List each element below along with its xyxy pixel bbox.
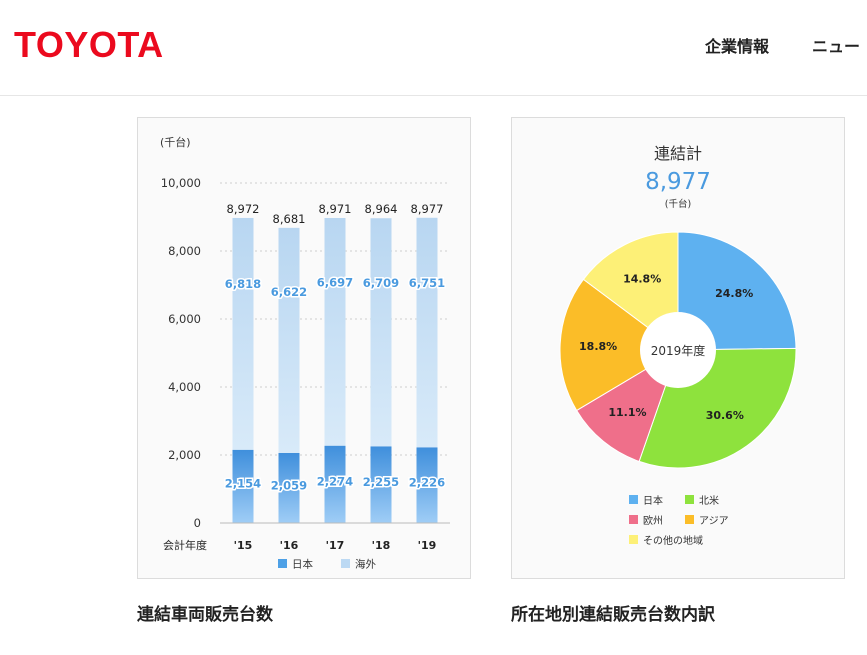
nav-item-news[interactable]: ニュー bbox=[812, 37, 861, 56]
donut-slice-label: 11.1% bbox=[608, 406, 646, 419]
overseas-value-label: 6,709 bbox=[363, 276, 399, 290]
overseas-value-label: 6,697 bbox=[317, 276, 353, 290]
donut-unit-label: (千台) bbox=[665, 198, 691, 210]
bar-japan bbox=[278, 452, 300, 523]
bar-total-label: 8,971 bbox=[319, 202, 352, 216]
donut-title: 連結計 bbox=[654, 144, 702, 163]
x-tick-label: '19 bbox=[418, 539, 437, 552]
bar-overseas bbox=[278, 227, 300, 453]
donut-slice-label: 24.8% bbox=[715, 287, 753, 300]
legend-swatch-japan bbox=[278, 559, 287, 568]
bar-overseas bbox=[416, 217, 438, 448]
nav-item-company-info[interactable]: 企業情報 bbox=[705, 37, 770, 56]
overseas-value-label: 6,751 bbox=[409, 276, 445, 290]
regional-donut-chart: 連結計 8,977 (千台) 24.8% 30.6% 11.1% 18.8% 14.8% 201… bbox=[559, 144, 797, 547]
japan-value-label: 2,226 bbox=[409, 475, 445, 489]
japan-value-label: 2,154 bbox=[225, 477, 261, 491]
donut-legend-swatch bbox=[629, 535, 638, 544]
overseas-value-label: 6,622 bbox=[271, 285, 307, 299]
bar-japan bbox=[324, 445, 346, 523]
x-tick-label: '16 bbox=[280, 539, 299, 552]
bar-total-label: 8,681 bbox=[273, 212, 306, 226]
donut-legend-label: 北米 bbox=[699, 494, 719, 507]
bar-total-label: 8,964 bbox=[365, 202, 398, 216]
y-unit-label: (千台) bbox=[160, 135, 191, 149]
bar-total-label: 8,972 bbox=[227, 202, 260, 216]
japan-value-label: 2,059 bbox=[271, 478, 307, 492]
donut-legend-label: その他の地域 bbox=[643, 534, 703, 547]
donut-legend-label: 欧州 bbox=[643, 515, 663, 527]
pie-chart-caption: 所在地別連結販売台数内訳 bbox=[511, 605, 715, 625]
legend-label-japan: 日本 bbox=[292, 558, 313, 571]
bar-chart-caption: 連結車両販売台数 bbox=[137, 605, 273, 625]
donut-legend-label: アジア bbox=[699, 516, 729, 527]
bar-japan bbox=[232, 449, 254, 523]
bar-total-label: 8,977 bbox=[411, 202, 444, 216]
donut-legend-swatch bbox=[629, 515, 638, 524]
donut-legend-swatch bbox=[685, 495, 694, 504]
donut-center-label: 2019年度 bbox=[651, 343, 706, 358]
donut-legend-swatch bbox=[629, 495, 638, 504]
japan-value-label: 2,255 bbox=[363, 475, 399, 489]
donut-total: 8,977 bbox=[645, 169, 711, 195]
donut-slice bbox=[677, 231, 797, 351]
bar-overseas bbox=[232, 217, 254, 450]
x-tick-label: '15 bbox=[234, 539, 253, 552]
bar-overseas bbox=[370, 218, 392, 447]
toyota-logo[interactable]: TOYOTA bbox=[14, 24, 164, 65]
donut-slice-label: 14.8% bbox=[623, 272, 661, 285]
y-tick-label: 2,000 bbox=[168, 448, 201, 462]
donut-legend-swatch bbox=[685, 515, 694, 524]
y-tick-label: 6,000 bbox=[168, 312, 201, 326]
y-tick-label: 0 bbox=[194, 516, 201, 530]
y-tick-label: 8,000 bbox=[168, 244, 201, 258]
japan-value-label: 2,274 bbox=[317, 474, 353, 488]
donut-legend-label: 日本 bbox=[643, 494, 663, 507]
x-tick-label: '18 bbox=[372, 539, 391, 552]
bar-overseas bbox=[324, 217, 346, 446]
pie-chart-panel: 連結計 8,977 (千台) 24.8% 30.6% 11.1% 18.8% 14.8% 201… bbox=[511, 117, 845, 579]
site-header: TOYOTA 企業情報 ニュー bbox=[0, 0, 867, 96]
overseas-value-label: 6,818 bbox=[225, 277, 261, 291]
y-tick-label: 4,000 bbox=[168, 380, 201, 394]
bar-japan bbox=[370, 446, 392, 523]
bar-japan bbox=[416, 447, 438, 523]
x-axis-label: 会計年度 bbox=[163, 538, 207, 552]
donut-slice bbox=[559, 278, 679, 412]
x-tick-label: '17 bbox=[326, 539, 345, 552]
sales-bar-chart: (千台) 0 2,000 4,000 6,000 8,000 10,000 8,972 6,81… bbox=[160, 135, 450, 571]
donut-slice-label: 18.8% bbox=[579, 340, 617, 353]
legend-swatch-overseas bbox=[341, 559, 350, 568]
y-tick-label: 10,000 bbox=[161, 176, 201, 190]
donut-hole bbox=[640, 312, 716, 388]
donut-slice-label: 30.6% bbox=[706, 409, 744, 422]
bar-chart-panel: (千台) 0 2,000 4,000 6,000 8,000 10,000 8,972 6,81… bbox=[137, 117, 471, 579]
legend-label-overseas: 海外 bbox=[355, 558, 376, 571]
